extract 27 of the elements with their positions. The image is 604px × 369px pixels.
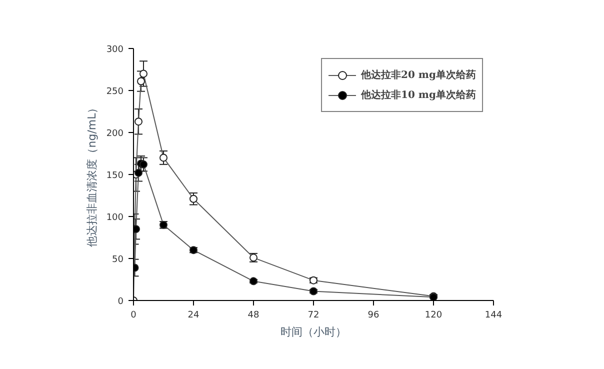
point [134, 168, 142, 177]
point [190, 194, 198, 203]
x-tick-label: 120 [424, 310, 442, 320]
y-axis-title: 他达拉非血清浓度（ng/mL） [85, 102, 98, 247]
point [160, 154, 168, 162]
y-tick-label: 100 [106, 213, 124, 223]
legend-label: 他达拉非10 mg单次给药 [361, 88, 476, 102]
point [134, 118, 142, 126]
x-tick-label: 144 [484, 310, 502, 320]
point [140, 160, 148, 168]
y-tick-label: 150 [106, 171, 124, 181]
y-tick-label: 250 [106, 87, 124, 97]
point [250, 277, 258, 286]
point [310, 287, 318, 296]
y-tick-label: 200 [106, 129, 124, 139]
x-axis-title: 时间（小时） [280, 326, 346, 338]
y-tick-label: 50 [112, 255, 124, 265]
x-tick-label: 24 [188, 310, 200, 320]
legend-label: 他达拉非20 mg单次给药 [361, 68, 476, 82]
y-tick-label: 0 [118, 297, 124, 307]
y-tick-label: 300 [106, 45, 124, 55]
x-tick-label: 96 [368, 310, 380, 320]
point [137, 77, 145, 86]
x-tick-label: 72 [308, 310, 320, 320]
point [140, 70, 148, 78]
x-tick-label: 0 [130, 310, 137, 320]
x-tick-label: 48 [248, 310, 260, 320]
